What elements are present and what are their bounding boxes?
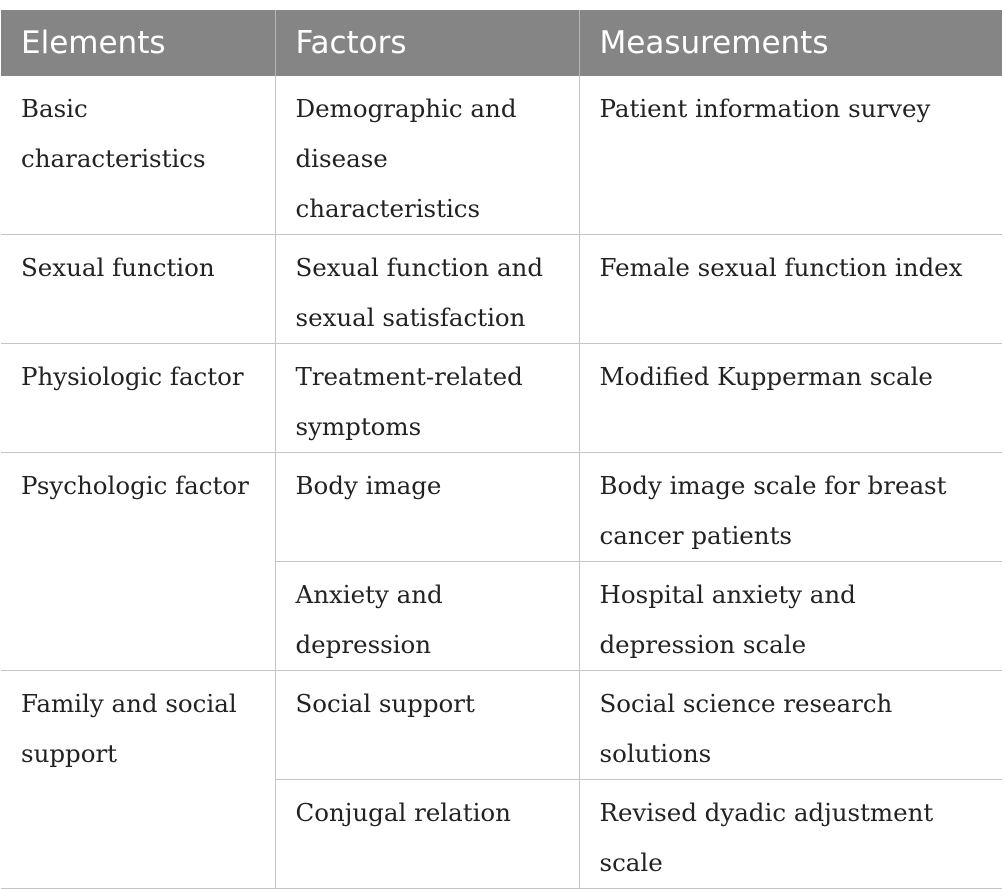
measurement-cell: Patient information survey <box>579 76 1002 235</box>
factor-cell: Body image <box>275 452 580 562</box>
table-row: Family and social support Social support… <box>1 670 1002 889</box>
factor-cell: Anxiety and depression <box>275 561 580 671</box>
table-row: Psychologic factor Body image Body image… <box>1 452 1002 671</box>
header-row: Elements Factors Measurements <box>1 10 1002 76</box>
factor-cell: Sexual function and sexual satisfaction <box>275 234 580 344</box>
element-cell: Physiologic factor <box>1 343 276 453</box>
element-cell: Family and social support <box>1 670 276 889</box>
measurement-cell: Social science research solutions <box>579 670 1002 780</box>
factor-cell: Demographic and disease characteristics <box>275 76 580 235</box>
factor-cell: Treatment-related symptoms <box>275 343 580 453</box>
table-header: Elements Factors Measurements <box>1 10 1002 76</box>
measurement-table: Elements Factors Measurements Basic char… <box>1 10 1002 889</box>
element-cell: Basic characteristics <box>1 76 276 235</box>
factor-cell: Conjugal relation <box>275 779 580 889</box>
table-row: Physiologic factor Treatment-related sym… <box>1 343 1002 453</box>
table-row: Basic characteristics Demographic and di… <box>1 76 1002 235</box>
measurement-cell: Body image scale for breast cancer patie… <box>579 452 1002 562</box>
measurement-cell: Revised dyadic adjustment scale <box>579 779 1002 889</box>
header-elements: Elements <box>1 10 276 76</box>
element-cell: Sexual function <box>1 234 276 344</box>
factor-cell: Social support <box>275 670 580 780</box>
measurement-cell: Female sexual function index <box>579 234 1002 344</box>
header-factors: Factors <box>275 10 580 76</box>
table-row: Anxiety and depression Hospital anxiety … <box>1 561 1002 671</box>
table-row: Sexual function Sexual function and sexu… <box>1 234 1002 344</box>
element-cell: Psychologic factor <box>1 452 276 671</box>
measurement-cell: Modified Kupperman scale <box>579 343 1002 453</box>
table-body: Basic characteristics Demographic and di… <box>1 76 1002 889</box>
measurement-cell: Hospital anxiety and depression scale <box>579 561 1002 671</box>
header-measurements: Measurements <box>579 10 1002 76</box>
